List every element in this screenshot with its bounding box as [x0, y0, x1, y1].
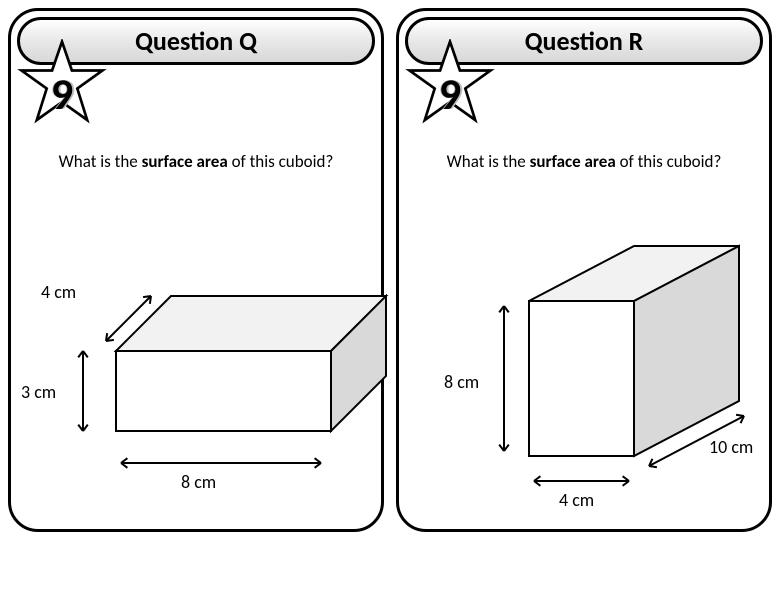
- dimension-label: 8 cm: [444, 371, 479, 393]
- card-q: Question Q 9 What is the surface area of…: [8, 8, 384, 532]
- cuboid-diagram-r: 8 cm 4 cm 10 cm: [399, 241, 769, 546]
- card-r: Question R 9 What is the surface area of…: [396, 8, 772, 532]
- prompt-r: What is the surface area of this cuboid?: [399, 151, 769, 172]
- dimension-label: 3 cm: [21, 381, 56, 403]
- prompt-pre: What is the: [447, 151, 530, 172]
- prompt-post: of this cuboid?: [228, 151, 334, 172]
- dimension-label: 4 cm: [559, 489, 594, 511]
- prompt-q: What is the surface area of this cuboid?: [11, 151, 381, 172]
- star-number-q: 9: [17, 67, 107, 121]
- title-r: Question R: [525, 25, 644, 57]
- star-number-r: 9: [405, 67, 495, 121]
- star-q: 9: [17, 39, 107, 129]
- dimension-label: 10 cm: [709, 436, 753, 458]
- cuboid-diagram-q: 4 cm3 cm8 cm: [11, 291, 381, 596]
- title-q: Question Q: [135, 25, 257, 57]
- dimension-label: 8 cm: [181, 471, 216, 493]
- star-r: 9: [405, 39, 495, 129]
- prompt-pre: What is the: [59, 151, 142, 172]
- prompt-post: of this cuboid?: [616, 151, 722, 172]
- dimension-label: 4 cm: [41, 281, 76, 303]
- prompt-bold: surface area: [530, 151, 616, 172]
- prompt-bold: surface area: [142, 151, 228, 172]
